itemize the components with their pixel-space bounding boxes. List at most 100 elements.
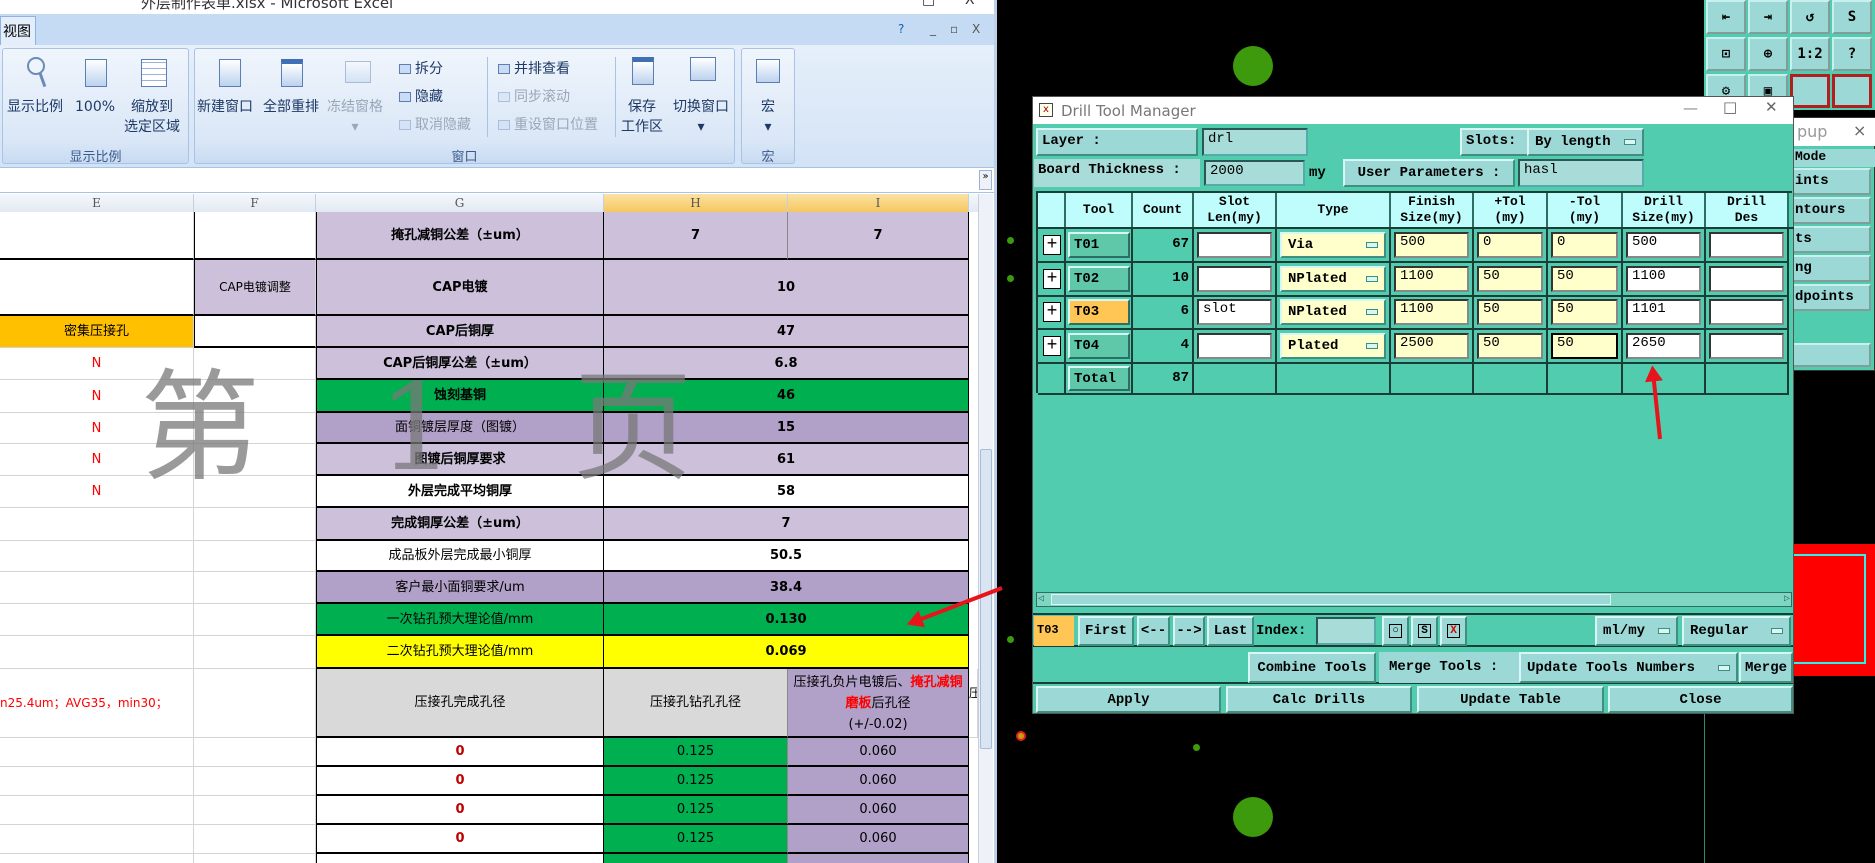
cell-f[interactable] bbox=[194, 348, 316, 380]
drill-input[interactable]: 500 bbox=[1626, 232, 1701, 258]
tool-button-t04[interactable]: T04 bbox=[1068, 332, 1130, 359]
expand-plus-icon[interactable]: + bbox=[1043, 268, 1061, 289]
cell-e[interactable]: N bbox=[0, 476, 194, 508]
cell-e[interactable] bbox=[0, 636, 194, 669]
close-button[interactable]: Close bbox=[1608, 686, 1793, 713]
cell-f[interactable] bbox=[194, 604, 316, 636]
cell-hi[interactable]: 47 bbox=[604, 316, 969, 348]
cell-hi[interactable]: 46 bbox=[604, 380, 969, 413]
new-window-button[interactable]: 新建窗口 bbox=[197, 99, 253, 115]
scrollbar-thumb[interactable] bbox=[980, 449, 992, 749]
ptol-input[interactable]: 50 bbox=[1477, 265, 1543, 292]
horizontal-scrollbar[interactable]: ◁ ▷ bbox=[1036, 592, 1792, 607]
drill-input[interactable]: 1100 bbox=[1626, 265, 1701, 292]
cell-f[interactable] bbox=[194, 825, 316, 854]
ntol-input[interactable]: 50 bbox=[1551, 299, 1618, 325]
cad-tool-button[interactable]: ⊕ bbox=[1748, 37, 1788, 71]
sync-scroll-button[interactable]: 同步滚动 bbox=[498, 86, 570, 106]
column-header-h[interactable]: H bbox=[604, 194, 788, 212]
cell-g[interactable]: 面铜镀层厚度（图镀） bbox=[316, 413, 604, 444]
last-button[interactable]: Last bbox=[1207, 616, 1254, 646]
cell-i[interactable]: 0.060 bbox=[788, 796, 969, 825]
column-header-g[interactable]: G bbox=[316, 194, 604, 212]
cell-f[interactable] bbox=[194, 212, 316, 260]
cell-hi[interactable]: 0.069 bbox=[604, 636, 969, 669]
macros-button[interactable]: 宏 ▾ bbox=[761, 99, 775, 135]
search-replace-button[interactable]: S bbox=[1411, 616, 1438, 646]
side-by-side-button[interactable]: 并排查看 bbox=[498, 58, 570, 78]
expand-plus-icon[interactable]: + bbox=[1043, 302, 1061, 322]
cell-f[interactable] bbox=[194, 476, 316, 508]
delete-button[interactable]: X bbox=[1440, 616, 1467, 646]
column-header-f[interactable]: F bbox=[194, 194, 316, 212]
cell-hi[interactable]: 15 bbox=[604, 413, 969, 444]
cell-e[interactable]: N bbox=[0, 444, 194, 476]
des-input[interactable] bbox=[1709, 332, 1784, 359]
cell-i[interactable]: 0.060 bbox=[788, 854, 969, 863]
cell-hi[interactable]: 61 bbox=[604, 444, 969, 476]
cell-e[interactable] bbox=[0, 260, 194, 316]
freeze-panes-button[interactable]: 冻结窗格 ▾ bbox=[327, 99, 383, 135]
popup-button[interactable] bbox=[1791, 343, 1871, 367]
zoom-100-button[interactable]: 100% bbox=[75, 99, 116, 115]
scroll-left-icon[interactable]: ◁ bbox=[1038, 594, 1045, 605]
dialog-maximize-button[interactable]: □ bbox=[1723, 98, 1738, 116]
cell-g[interactable]: 图镀后铜厚要求 bbox=[316, 444, 604, 476]
cell-f[interactable] bbox=[194, 413, 316, 444]
tool-button-t02[interactable]: T02 bbox=[1068, 265, 1130, 292]
column-header-i[interactable]: I bbox=[788, 194, 969, 212]
cell-f[interactable]: CAP电镀调整 bbox=[194, 260, 316, 316]
cell-g[interactable]: 外层完成平均铜厚 bbox=[316, 476, 604, 508]
cell-f[interactable] bbox=[194, 316, 316, 348]
calc-drills-button[interactable]: Calc Drills bbox=[1226, 686, 1412, 713]
cad-tool-button[interactable]: S bbox=[1832, 0, 1872, 34]
cell-h[interactable]: 0.125 bbox=[604, 767, 788, 796]
ptol-input[interactable]: 50 bbox=[1477, 332, 1543, 359]
user-parameters-input[interactable]: hasl bbox=[1518, 159, 1644, 187]
update-table-button[interactable]: Update Table bbox=[1417, 686, 1604, 713]
cell-h[interactable]: 7 bbox=[604, 212, 788, 260]
slot-len-input[interactable] bbox=[1197, 265, 1272, 292]
cell-hi[interactable]: 38.4 bbox=[604, 572, 969, 604]
cell-e[interactable]: N bbox=[0, 413, 194, 444]
cell-f[interactable] bbox=[194, 738, 316, 767]
vertical-scrollbar[interactable] bbox=[978, 194, 993, 863]
cell-g-header[interactable]: 压接孔完成孔径 bbox=[316, 669, 604, 738]
cell-i[interactable]: 0.060 bbox=[788, 738, 969, 767]
zoom-button[interactable]: 显示比例 bbox=[7, 99, 63, 115]
ntol-input[interactable]: 50 bbox=[1551, 265, 1618, 292]
tab-view[interactable]: 视图 bbox=[0, 16, 36, 46]
cad-tool-button[interactable]: ⇤ bbox=[1706, 0, 1746, 34]
first-button[interactable]: First bbox=[1078, 616, 1134, 646]
cell-h[interactable]: 0.125 bbox=[604, 738, 788, 767]
cell-g[interactable]: 完成铜厚公差（±um） bbox=[316, 508, 604, 541]
cell-i[interactable]: 0.060 bbox=[788, 825, 969, 854]
layer-input[interactable]: drl bbox=[1202, 128, 1308, 156]
cell-h[interactable]: 0.125 bbox=[604, 825, 788, 854]
hide-button[interactable]: 隐藏 bbox=[399, 86, 443, 106]
finish-input[interactable]: 1100 bbox=[1394, 265, 1469, 292]
excel-close-button[interactable]: X bbox=[965, 0, 975, 8]
cell-g[interactable]: 一次钻孔预大理论值/mm bbox=[316, 604, 604, 636]
cell-g[interactable]: 掩孔减铜公差（±um） bbox=[316, 212, 604, 260]
help-icon[interactable]: ? bbox=[898, 22, 905, 36]
units-dropdown[interactable]: ml/my bbox=[1595, 616, 1678, 646]
popup-close-icon[interactable]: × bbox=[1853, 121, 1867, 140]
save-workspace-button[interactable]: 保存 工作区 bbox=[621, 97, 663, 137]
cell-hi[interactable]: 6.8 bbox=[604, 348, 969, 380]
slot-len-input[interactable] bbox=[1197, 232, 1272, 258]
cell-e[interactable]: N bbox=[0, 380, 194, 413]
cell-f[interactable] bbox=[194, 854, 316, 863]
expand-formula-bar-icon[interactable]: » bbox=[979, 170, 992, 190]
cell-e[interactable] bbox=[0, 767, 194, 796]
cell-g[interactable]: CAP后铜厚公差（±um） bbox=[316, 348, 604, 380]
column-header-e[interactable]: E bbox=[0, 194, 194, 212]
cad-tool-button[interactable]: ? bbox=[1832, 37, 1872, 71]
cell-hi[interactable]: 10 bbox=[604, 260, 969, 316]
des-input[interactable] bbox=[1709, 232, 1784, 258]
des-input[interactable] bbox=[1709, 299, 1784, 325]
ribbon-minimize-button[interactable]: _ bbox=[930, 22, 936, 36]
type-dropdown[interactable]: NPlated bbox=[1280, 299, 1386, 325]
apply-button[interactable]: Apply bbox=[1036, 686, 1221, 713]
drill-input[interactable]: 2650 bbox=[1626, 332, 1701, 359]
